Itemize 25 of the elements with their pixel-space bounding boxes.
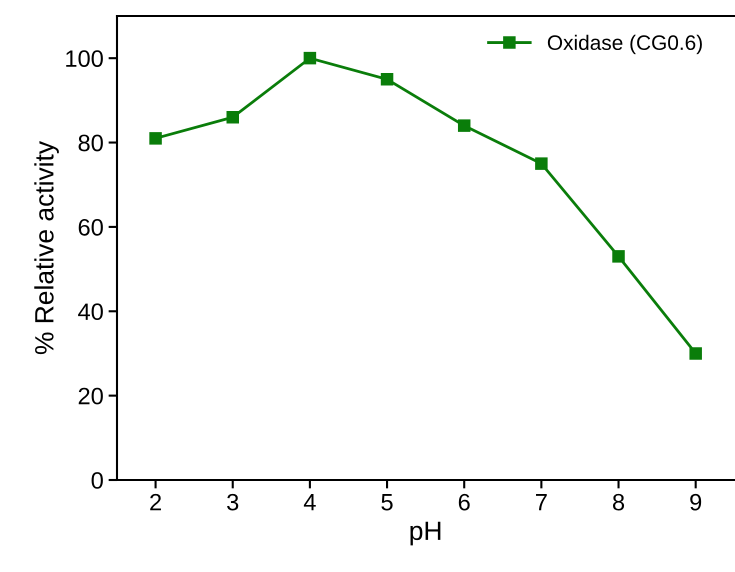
x-tick-label: 2	[150, 494, 161, 510]
point	[612, 250, 625, 263]
y-tick-label: 0	[92, 472, 103, 489]
legend-label: Oxidase (CG0.6)	[548, 34, 702, 54]
point	[226, 110, 239, 124]
y-tick-label: 60	[78, 218, 103, 236]
point	[689, 347, 702, 360]
x-tick-label: 8	[612, 494, 624, 511]
y-axis-title: % Relative activity	[34, 140, 59, 354]
x-tick-label: 4	[304, 494, 316, 510]
point	[149, 132, 162, 145]
x-tick-label: 6	[458, 494, 470, 511]
y-tick-label: 100	[66, 50, 103, 67]
point	[535, 157, 548, 170]
point	[304, 52, 316, 64]
point	[380, 73, 394, 86]
point	[458, 119, 470, 132]
y-tick-label: 20	[78, 388, 103, 404]
y-tick-label: 40	[78, 303, 103, 320]
x-tick-label: 9	[690, 494, 702, 511]
x-axis-title: pH	[410, 522, 440, 546]
x-tick-label: 3	[227, 494, 238, 511]
x-tick-label: 5	[381, 494, 393, 511]
x-tick-label: 7	[536, 494, 547, 510]
y-tick-label: 80	[78, 134, 103, 152]
